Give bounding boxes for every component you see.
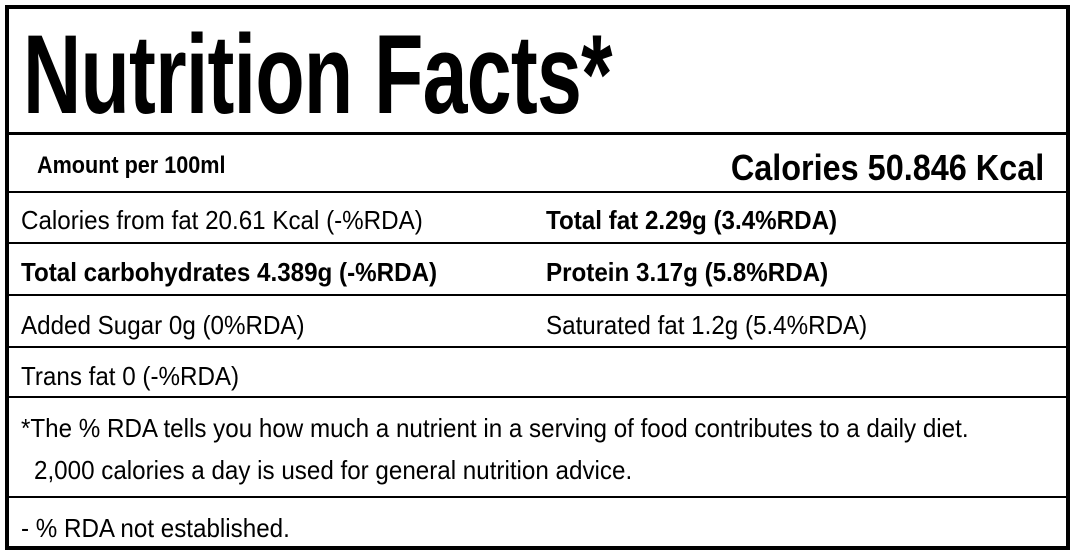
divider	[9, 132, 1066, 135]
divider	[9, 242, 1066, 244]
nutrient: Total fat 2.29g (3.4%RDA)	[546, 205, 838, 235]
nutrition-label: Nutrition Facts* Amount per 100ml Calori…	[5, 5, 1070, 550]
nutrient: Saturated fat 1.2g (5.4%RDA)	[546, 310, 868, 340]
amount-per: Amount per 100ml	[37, 152, 226, 179]
divider	[9, 496, 1066, 498]
note: - % RDA not established.	[21, 513, 290, 543]
nutrient: Total carbohydrates 4.389g (-%RDA)	[21, 257, 438, 287]
divider	[9, 346, 1066, 348]
footnote: *The % RDA tells you how much a nutrient…	[21, 413, 969, 485]
nutrient: Added Sugar 0g (0%RDA)	[21, 310, 305, 340]
nutrient: Protein 3.17g (5.8%RDA)	[546, 257, 829, 287]
divider	[9, 294, 1066, 296]
title: Nutrition Facts*	[23, 12, 613, 137]
divider	[9, 191, 1066, 193]
nutrient: Calories from fat 20.61 Kcal (-%RDA)	[21, 205, 423, 235]
divider	[9, 396, 1066, 398]
calories: Calories 50.846 Kcal	[730, 147, 1044, 188]
nutrient: Trans fat 0 (-%RDA)	[21, 361, 240, 391]
